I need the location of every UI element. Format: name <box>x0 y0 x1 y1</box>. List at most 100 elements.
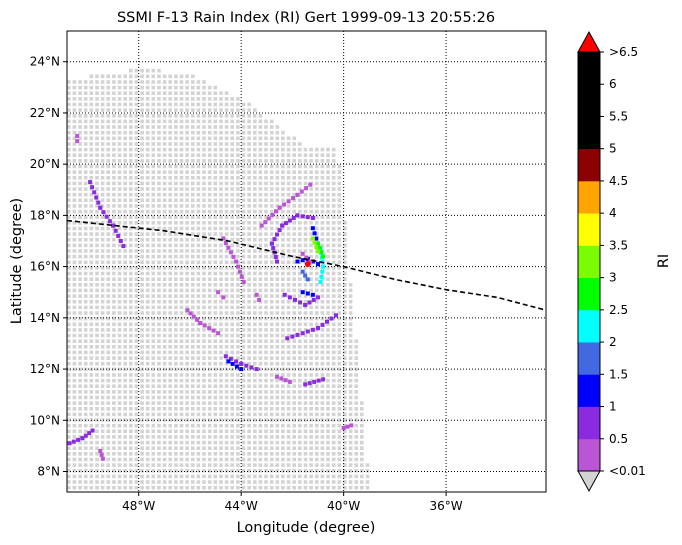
swath-pixel <box>72 463 77 467</box>
swath-pixel <box>83 260 88 265</box>
swath-pixel <box>207 215 212 219</box>
swath-pixel <box>196 170 201 174</box>
swath-pixel <box>219 480 223 484</box>
swath-pixel <box>331 485 336 490</box>
swath-pixel <box>134 378 139 383</box>
swath-pixel <box>292 221 296 225</box>
swath-pixel <box>89 474 94 479</box>
swath-pixel <box>207 390 212 394</box>
swath-pixel <box>213 378 218 383</box>
swath-pixel <box>174 243 178 248</box>
swath-pixel <box>72 97 77 101</box>
swath-pixel <box>264 187 268 191</box>
swath-pixel <box>264 328 268 332</box>
swath-pixel <box>106 288 110 293</box>
swath-pixel <box>83 350 88 355</box>
swath-pixel <box>315 480 319 484</box>
swath-pixel <box>241 299 246 304</box>
swath-pixel <box>95 260 99 265</box>
swath-pixel <box>78 91 82 95</box>
swath-pixel <box>269 361 274 366</box>
swath-pixel <box>129 68 133 73</box>
swath-pixel <box>241 395 246 400</box>
swath-pixel <box>309 390 313 394</box>
swath-pixel <box>303 226 308 231</box>
swath-pixel <box>179 485 184 490</box>
swath-pixel <box>281 373 285 377</box>
swath-pixel <box>326 288 330 293</box>
swath-pixel <box>286 457 291 462</box>
swath-pixel <box>326 480 330 484</box>
swath-pixel <box>326 339 330 343</box>
swath-pixel <box>179 243 184 248</box>
swath-pixel <box>117 271 122 276</box>
swath-pixel <box>112 446 116 450</box>
y-tick-label: 22°N <box>30 106 60 120</box>
swath-pixel <box>213 215 218 219</box>
swath-pixel <box>162 429 167 434</box>
swath-pixel <box>241 440 246 445</box>
swath-pixel <box>303 249 308 253</box>
swath-pixel <box>67 412 71 417</box>
swath-pixel <box>230 232 234 236</box>
swath-pixel <box>174 328 178 332</box>
swath-pixel <box>151 254 156 259</box>
swath-pixel <box>331 474 336 479</box>
swath-pixel <box>145 80 150 84</box>
swath-pixel <box>224 440 229 445</box>
swath-pixel <box>230 390 234 394</box>
swath-pixel <box>140 294 144 298</box>
rain-pixel <box>195 317 199 322</box>
swath-pixel <box>179 198 184 203</box>
swath-pixel <box>224 209 229 214</box>
swath-pixel <box>331 266 336 270</box>
swath-pixel <box>207 136 212 141</box>
swath-pixel <box>224 181 229 186</box>
swath-pixel <box>145 114 150 118</box>
rain-pixel <box>316 249 320 254</box>
swath-pixel <box>157 204 161 208</box>
swath-pixel <box>213 440 218 445</box>
swath-pixel <box>343 283 347 287</box>
swath-pixel <box>303 316 308 321</box>
swath-pixel <box>157 485 161 490</box>
swath-pixel <box>247 102 251 107</box>
swath-pixel <box>179 91 184 95</box>
swath-pixel <box>168 305 172 310</box>
swath-pixel <box>298 497 302 501</box>
swath-pixel <box>78 333 82 338</box>
swath-pixel <box>112 221 116 225</box>
swath-pixel <box>134 288 139 293</box>
swath-pixel <box>95 153 99 157</box>
swath-pixel <box>123 356 127 360</box>
swath-pixel <box>219 305 223 310</box>
swath-pixel <box>331 192 336 197</box>
swath-pixel <box>185 221 189 225</box>
rain-pixel <box>329 316 334 321</box>
swath-pixel <box>253 480 257 484</box>
swath-pixel <box>117 339 122 343</box>
swath-pixel <box>219 497 223 501</box>
swath-pixel <box>213 85 218 90</box>
colorbar-bin <box>578 52 600 85</box>
swath-pixel <box>258 384 263 388</box>
swath-pixel <box>140 215 144 219</box>
swath-pixel <box>207 232 212 236</box>
swath-pixel <box>134 311 139 315</box>
swath-pixel <box>292 418 296 422</box>
swath-pixel <box>179 271 184 276</box>
swath-pixel <box>247 187 251 191</box>
swath-pixel <box>298 469 302 473</box>
swath-pixel <box>207 418 212 422</box>
swath-pixel <box>106 181 110 186</box>
swath-pixel <box>331 147 336 152</box>
rain-pixel <box>67 441 72 446</box>
swath-pixel <box>202 243 206 248</box>
swath-pixel <box>269 333 274 338</box>
swath-pixel <box>151 215 156 219</box>
swath-pixel <box>281 187 285 191</box>
rain-pixel <box>121 244 126 249</box>
swath-pixel <box>286 176 291 180</box>
swath-pixel <box>112 440 116 445</box>
swath-pixel <box>219 316 223 321</box>
